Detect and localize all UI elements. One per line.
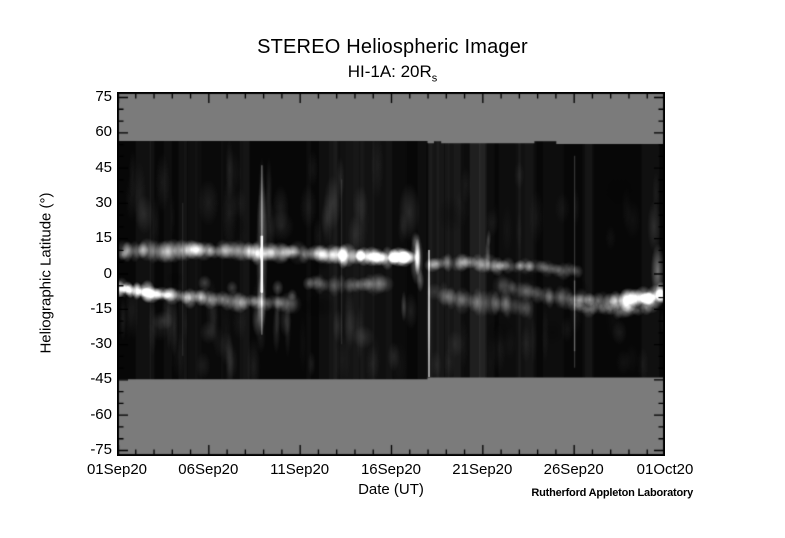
x-axis-title: Date (UT) (358, 481, 424, 498)
chart-subtitle-subscript: s (431, 72, 438, 85)
y-tick-label: -15 (90, 299, 112, 317)
y-axis-title: Heliographic Latitude (°) (37, 192, 55, 354)
chart-subtitle-main: HI-1A: 20R (347, 62, 432, 81)
y-tick-label: 60 (95, 123, 112, 141)
credit-text: Rutherford Appleton Laboratory (531, 487, 693, 499)
y-tick-label: 45 (95, 158, 112, 176)
chart-subtitle: HI-1A: 20Rs (0, 62, 785, 84)
y-tick-label: -75 (90, 441, 112, 458)
y-tick-label: -60 (90, 405, 112, 423)
x-tick-label: 01Oct20 (636, 461, 694, 478)
x-tick-label: 16Sep20 (360, 461, 422, 478)
chart-title: STEREO Heliospheric Imager (257, 36, 528, 58)
y-tick-label: 0 (103, 264, 112, 282)
x-tick-label: 26Sep20 (543, 461, 604, 478)
y-tick-label: 15 (95, 229, 112, 247)
y-tick-label: -45 (90, 370, 112, 388)
jmap-plot-canvas (117, 92, 665, 456)
y-tick-label: 30 (95, 193, 112, 211)
x-tick-label: 11Sep20 (270, 461, 330, 478)
x-tick-label: 01Sep20 (86, 461, 148, 478)
y-tick-label: -30 (90, 335, 112, 353)
x-tick-label: 06Sep20 (178, 461, 239, 478)
y-tick-label: 75 (95, 88, 112, 105)
x-tick-label: 21Sep20 (452, 461, 513, 478)
